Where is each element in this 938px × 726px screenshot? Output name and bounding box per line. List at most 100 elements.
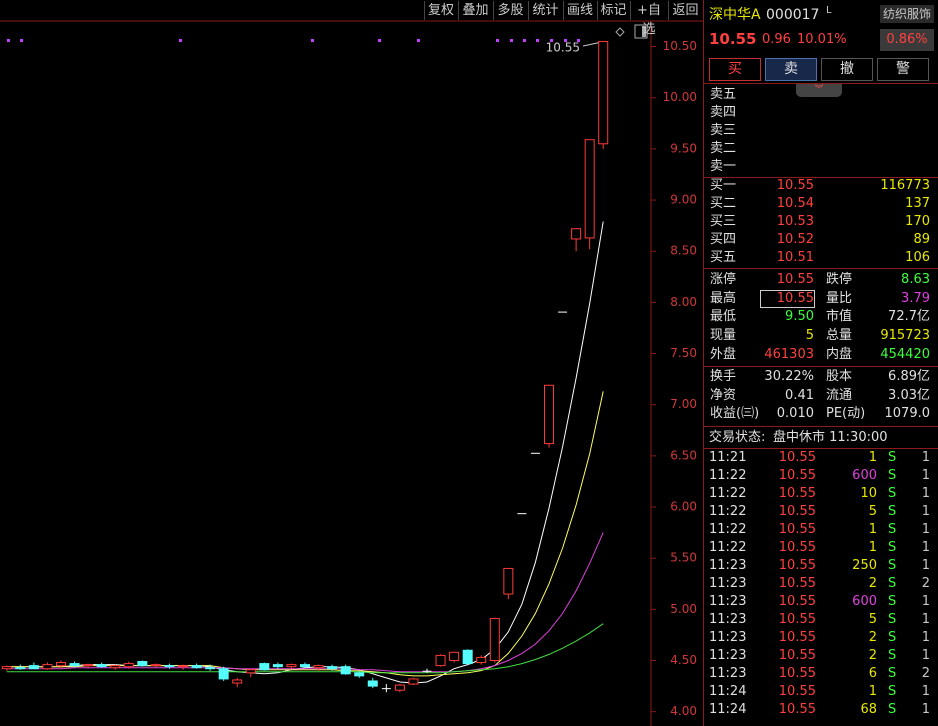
ask-label: 卖三 [710, 123, 737, 138]
trade-side: S [888, 666, 897, 681]
sector[interactable]: 纺织服饰 [880, 5, 934, 23]
trade-price: 10.55 [778, 486, 816, 501]
toolbar-button[interactable]: 标记 [597, 1, 629, 20]
stock-code: 000017 [766, 7, 820, 23]
trade-count: 1 [921, 684, 930, 699]
last-price: 10.55 [709, 30, 757, 48]
cancel-button[interactable]: 撤 [821, 58, 873, 81]
candle-body [56, 662, 66, 667]
diamond-icon[interactable] [615, 27, 625, 37]
toolbar-button[interactable]: 统计 [528, 1, 562, 20]
stat-value: 10.55 [776, 272, 814, 287]
y-tick-label: 4.50 [670, 653, 697, 667]
fund-label: 换手 [710, 369, 737, 384]
stat-label: 量比 [826, 290, 853, 306]
candle-body [218, 668, 229, 680]
trade-price: 10.55 [778, 612, 816, 627]
trade-count: 1 [921, 540, 930, 555]
candle-body [435, 654, 446, 667]
trade-count: 1 [921, 504, 930, 519]
trade-count: 1 [921, 702, 930, 717]
stat-value: 10.55 [760, 289, 815, 308]
stat-label: 涨停 [710, 272, 737, 287]
trade-count: 1 [921, 468, 930, 483]
trade-time: 11:22 [709, 504, 747, 519]
bid-price: 10.52 [776, 232, 814, 247]
trade-side: S [888, 594, 897, 609]
y-tick-label: 9.00 [670, 193, 697, 207]
trade-time: 11:23 [709, 612, 747, 627]
y-tick-label: 6.50 [670, 448, 697, 462]
toolbar-button[interactable]: 多股 [493, 1, 527, 20]
panel-divider [703, 0, 704, 726]
trade-side: S [888, 630, 897, 645]
trade-time: 11:22 [709, 540, 747, 555]
candle-body [476, 656, 487, 664]
trade-volume: 6 [868, 666, 877, 681]
trade-time: 11:23 [709, 666, 747, 681]
trade-count: 2 [921, 666, 930, 681]
alert-button[interactable]: 警 [877, 58, 929, 81]
toolbar-button[interactable]: +自选 [630, 1, 667, 37]
candle-body [503, 567, 514, 595]
trade-count: 1 [921, 486, 930, 501]
y-tick-label: 5.00 [670, 602, 697, 616]
separator [703, 268, 938, 269]
trade-side: S [888, 702, 897, 717]
candle-body [42, 664, 53, 670]
candle-body [558, 311, 568, 313]
trade-volume: 68 [860, 702, 877, 717]
chart: 10.55 4.00 4.50 5.00 5.50 6.00 6.50 7.00 7.50 8.… [0, 20, 703, 726]
panel-icon[interactable] [634, 24, 648, 39]
candle-body [517, 513, 527, 515]
candle-body [178, 665, 188, 668]
stat-label: 总量 [826, 328, 853, 344]
bid-label: 买五 [710, 250, 737, 265]
trade-count: 1 [921, 648, 930, 663]
toolbar-button[interactable]: 返回 [668, 1, 702, 20]
y-tick-label: 7.00 [670, 397, 697, 411]
trade-side: S [888, 648, 897, 663]
sell-button[interactable]: 卖 [765, 58, 817, 81]
toolbar-button[interactable]: 复权 [424, 1, 457, 20]
trade-volume: 250 [852, 558, 877, 573]
y-tick-label: 6.00 [670, 500, 697, 514]
trade-time: 11:22 [709, 486, 747, 501]
fund-label: 净资 [710, 387, 737, 403]
trade-side: S [888, 684, 897, 699]
trade-count: 1 [921, 450, 930, 465]
candle-body [272, 664, 283, 668]
trade-volume: 600 [852, 594, 877, 609]
stat-value: 454420 [880, 346, 930, 362]
y-tick-label: 8.50 [670, 244, 697, 258]
moving-average [6, 391, 604, 677]
toolbar-button[interactable]: 叠加 [458, 1, 492, 20]
trade-count: 1 [921, 612, 930, 627]
candle-body [83, 664, 94, 667]
candle-body [489, 618, 500, 662]
candle-body [449, 651, 460, 662]
sector-pct: 0.86% [880, 29, 934, 51]
trade-price: 10.55 [778, 450, 816, 465]
buy-button[interactable]: 买 [709, 58, 761, 81]
separator [703, 83, 938, 84]
toolbar-button[interactable]: 画线 [563, 1, 596, 20]
candle-body [340, 666, 351, 675]
trade-time: 11:23 [709, 630, 747, 645]
bid-price: 10.54 [776, 196, 814, 211]
stat-value: 461303 [764, 346, 814, 362]
trade-volume: 2 [868, 630, 877, 645]
candle-body [191, 665, 202, 669]
fund-value: 3.03亿 [888, 387, 930, 403]
stat-value: 5 [805, 328, 814, 344]
trade-time: 11:23 [709, 648, 747, 663]
collapse-tab[interactable]: ︾ [796, 84, 842, 97]
bid-label: 买三 [710, 214, 737, 229]
fund-label: 股本 [826, 369, 853, 384]
trade-volume: 5 [868, 612, 877, 627]
candle-body [110, 665, 121, 669]
candle-body [96, 664, 107, 668]
candle-body [1, 666, 12, 670]
trade-side: S [888, 468, 897, 483]
trade-volume: 1 [868, 540, 877, 555]
